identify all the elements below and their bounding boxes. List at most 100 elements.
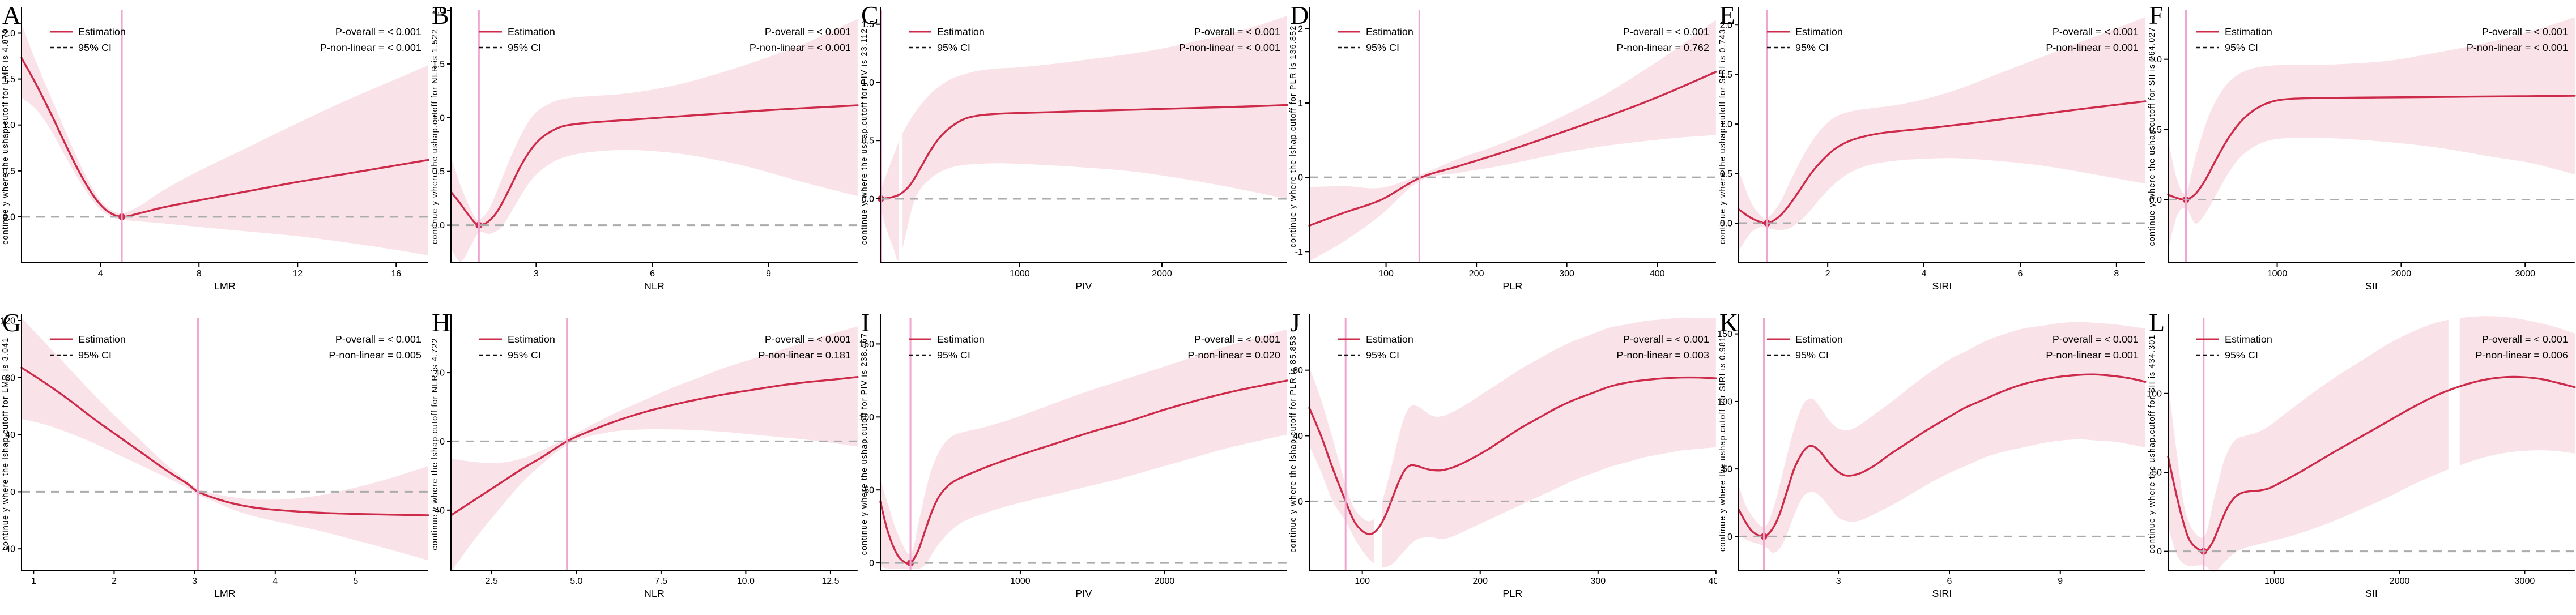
y-tick-label: 0 [2157, 547, 2162, 557]
estimation-line [450, 376, 859, 516]
y-tick-label: -40 [2, 545, 15, 554]
p-non-linear-text: P-non-linear = < 0.001 [750, 42, 851, 53]
y-tick-label: 0.0 [861, 194, 874, 204]
x-tick-label: 6 [650, 269, 655, 279]
panel-C: 1000 2000 0.0 0.5 1.0 1.5 PIV continue y where … [858, 0, 1288, 308]
x-tick-label: 9 [2058, 576, 2063, 586]
legend-ci-label: 95% CI [508, 349, 541, 361]
x-tick-label: 3 [534, 269, 539, 279]
panel-D: 100 200 300 400 -1 0 1 2 PLR continue y where the… [1288, 0, 1718, 308]
x-tick-label: 2.5 [485, 576, 497, 586]
p-overall-text: P-overall = < 0.001 [765, 26, 851, 37]
y-tick-label: 80 [1293, 366, 1304, 375]
legend-estimation-label: Estimation [937, 26, 985, 37]
y-tick-label: 150 [859, 340, 874, 349]
ci-band [880, 16, 1287, 261]
x-tick-label: 400 [1650, 269, 1665, 279]
y-tick-label: 100 [2147, 389, 2162, 399]
panel-letter: B [432, 1, 449, 29]
x-tick-label: 1 [31, 576, 36, 586]
y-axis-label: continue y where the lshap.cutoff for NL… [431, 338, 440, 550]
x-tick-label: 4 [98, 269, 103, 279]
y-tick-label: 0.5 [2149, 125, 2162, 135]
y-tick-label: 1.0 [861, 78, 874, 88]
panel-I-plot: 1000 2000 0 50 100 150 PIV continue y where the… [859, 308, 1288, 599]
panel-H-plot: 2.5 5.0 7.5 10.0 12.5 -40 0 40 NLR continue y whe… [431, 308, 859, 599]
panel-D-plot: 100 200 300 400 -1 0 1 2 PLR continue y where the… [1289, 1, 1718, 292]
legend-ci-label: 95% CI [937, 42, 970, 53]
p-non-linear-text: P-non-linear = 0.003 [1617, 349, 1709, 361]
x-tick-label: 2000 [1154, 576, 1174, 586]
y-axis-label: continue y where the ushap.cutoff for SI… [2148, 27, 2157, 246]
y-tick-label: 0 [869, 559, 874, 569]
x-tick-label: 5.0 [570, 576, 582, 586]
legend-ci-label: 95% CI [1795, 42, 1829, 53]
band-gap [2448, 313, 2460, 575]
x-tick-label: 2000 [2390, 576, 2410, 586]
y-tick-label: 2.0 [3, 29, 15, 39]
y-tick-label: 50 [864, 486, 874, 496]
panel-F: 1000 2000 3000 0.0 0.5 1.0 SII continue y where… [2147, 0, 2576, 308]
y-tick-label: 0 [1727, 532, 1732, 542]
y-tick-label: 50 [1723, 465, 1733, 475]
y-tick-label: 120 [0, 316, 15, 326]
estimation-line [1308, 71, 1718, 227]
panel-K-plot: 3 6 9 0 50 100 150 SIRI continue y where the ush… [1718, 308, 2147, 599]
x-axis-label: NLR [644, 588, 665, 599]
y-tick-label: 40 [435, 369, 445, 378]
y-tick-label: 2 [1298, 24, 1304, 34]
y-tick-label: 0.0 [2149, 195, 2162, 205]
x-axis-label: SIRI [1932, 280, 1952, 292]
y-tick-label: 1.5 [1720, 70, 1732, 80]
panel-E-plot: 2 4 6 8 0.0 0.5 1.0 1.5 2.0 SIRI continue y where … [1718, 1, 2147, 292]
y-tick-label: 100 [859, 413, 874, 422]
legend-estimation-label: Estimation [1795, 26, 1843, 37]
y-tick-label: 1.5 [861, 20, 874, 29]
y-axis-label: continue y where the ushap.cutoff for PI… [860, 333, 869, 556]
panel-A-plot: 4 8 12 16 0.0 0.5 1.0 1.5 2.0 LMR continue y where… [1, 1, 429, 292]
x-tick-label: 3000 [2515, 269, 2536, 279]
panel-I: 1000 2000 0 50 100 150 PIV continue y where the… [858, 308, 1288, 615]
panel-L-plot: 1000 2000 3000 0 50 100 SII continue y where th… [2147, 308, 2576, 599]
x-tick-label: 4 [1922, 269, 1927, 279]
legend-estimation-label: Estimation [2225, 26, 2272, 37]
panel-letter: J [1290, 308, 1300, 337]
panel-letter: F [2149, 1, 2164, 29]
panel-letter: I [861, 308, 870, 337]
p-overall-text: P-overall = < 0.001 [1623, 26, 1709, 37]
legend-estimation-label: Estimation [78, 334, 126, 345]
x-tick-label: 2000 [2391, 269, 2412, 279]
x-tick-label: 12 [292, 269, 303, 279]
x-axis-label: PLR [1503, 280, 1523, 292]
y-tick-label: 1.0 [3, 121, 15, 130]
p-non-linear-text: P-non-linear = < 0.001 [2467, 42, 2568, 53]
x-tick-label: 2 [1825, 269, 1830, 279]
x-axis-label: SII [2365, 280, 2378, 292]
ci-band [21, 318, 428, 561]
ci-band [1739, 17, 2146, 251]
y-tick-label: 1.5 [432, 59, 445, 69]
panel-letter: A [2, 1, 21, 29]
y-tick-label: 1 [1298, 99, 1304, 108]
y-tick-label: 80 [5, 373, 15, 383]
legend-ci-label: 95% CI [78, 349, 112, 361]
y-tick-label: 0.5 [861, 136, 874, 146]
y-tick-label: 150 [1718, 330, 1733, 339]
p-non-linear-text: P-non-linear = 0.006 [2476, 349, 2568, 361]
y-tick-label: 0.0 [3, 212, 15, 222]
estimation-line [2167, 95, 2576, 201]
y-axis-label: continue y where the ushap.cutoff for SI… [2148, 334, 2157, 553]
p-non-linear-text: P-non-linear = 0.020 [1187, 349, 1280, 361]
x-tick-label: 400 [1709, 576, 1717, 586]
p-overall-text: P-overall = < 0.001 [2053, 334, 2139, 345]
x-tick-label: 300 [1591, 576, 1606, 586]
x-tick-label: 6 [2018, 269, 2023, 279]
y-axis-label: continue y where the lshap.cutoff for LM… [1, 338, 10, 551]
panel-letter: H [432, 308, 450, 337]
plot-area [879, 329, 1288, 570]
y-tick-label: 2.0 [432, 6, 445, 15]
ci-band [1309, 20, 1717, 262]
plot-area [1308, 313, 1718, 575]
p-overall-text: P-overall = < 0.001 [2053, 26, 2139, 37]
